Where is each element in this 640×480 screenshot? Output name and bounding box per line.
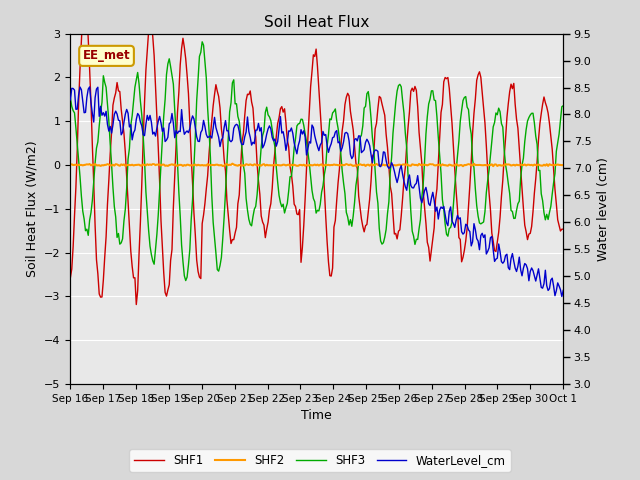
SHF2 (228, 161, 236, 167)
WaterLevel_cm (86, 84, 93, 90)
SHF3 (241, 170, 248, 176)
SHF3 (559, 103, 567, 108)
WaterLevel_cm (559, 288, 567, 293)
Line: SHF3: SHF3 (70, 42, 563, 281)
WaterLevel_cm (215, 134, 223, 140)
SHF3 (67, 96, 74, 101)
WaterLevel_cm (558, 294, 566, 300)
Legend: SHF1, SHF2, SHF3, WaterLevel_cm: SHF1, SHF2, SHF3, WaterLevel_cm (129, 449, 511, 472)
SHF2 (231, 162, 239, 168)
SHF1 (67, 275, 74, 280)
SHF1 (129, 264, 136, 269)
WaterLevel_cm (533, 272, 541, 277)
SHF1 (233, 225, 241, 230)
WaterLevel_cm (231, 122, 239, 128)
SHF2 (239, 162, 247, 168)
SHF2 (127, 162, 134, 168)
Text: EE_met: EE_met (83, 49, 131, 62)
SHF3 (198, 39, 206, 45)
SHF2 (534, 162, 542, 168)
SHF1 (216, 105, 224, 111)
SHF2 (67, 162, 74, 168)
SHF3 (534, 168, 542, 173)
WaterLevel_cm (67, 97, 74, 103)
Title: Soil Heat Flux: Soil Heat Flux (264, 15, 369, 30)
SHF1 (534, 137, 542, 143)
SHF2 (213, 162, 221, 168)
Line: SHF2: SHF2 (70, 164, 563, 166)
SHF1 (82, 0, 90, 4)
WaterLevel_cm (129, 137, 136, 143)
Y-axis label: Water level (cm): Water level (cm) (597, 157, 610, 261)
SHF3 (216, 263, 224, 268)
SHF2 (459, 163, 467, 169)
SHF1 (559, 226, 567, 232)
WaterLevel_cm (284, 140, 291, 145)
Line: SHF1: SHF1 (70, 1, 563, 304)
SHF1 (241, 113, 248, 119)
X-axis label: Time: Time (301, 409, 332, 422)
Y-axis label: Soil Heat Flux (W/m2): Soil Heat Flux (W/m2) (26, 141, 38, 277)
Line: WaterLevel_cm: WaterLevel_cm (70, 87, 563, 297)
SHF1 (132, 301, 140, 307)
SHF3 (233, 101, 241, 107)
SHF3 (285, 189, 292, 194)
SHF1 (285, 144, 292, 150)
SHF2 (559, 162, 567, 168)
SHF2 (284, 162, 291, 168)
SHF3 (127, 122, 134, 128)
WaterLevel_cm (239, 142, 247, 147)
SHF3 (182, 278, 189, 284)
